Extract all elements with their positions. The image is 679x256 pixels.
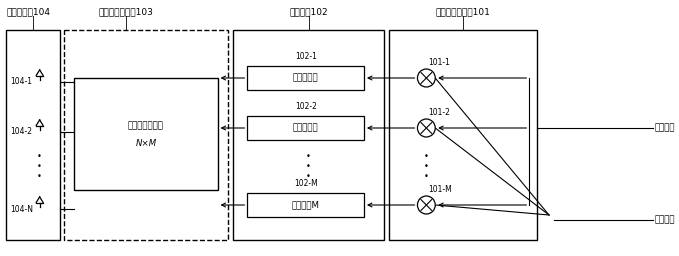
Text: 101-1: 101-1	[428, 58, 450, 67]
Text: 102-M: 102-M	[294, 179, 318, 188]
Text: N×M: N×M	[135, 138, 157, 147]
Text: 同步信号: 同步信号	[655, 123, 676, 133]
Text: 多波束形成网络: 多波束形成网络	[128, 122, 164, 131]
Text: •
•
•: • • •	[424, 152, 428, 182]
Circle shape	[418, 69, 435, 87]
Circle shape	[418, 196, 435, 214]
Bar	[65, 30, 227, 240]
Text: 发送通锱１: 发送通锱１	[293, 73, 318, 82]
Bar	[389, 30, 537, 240]
Text: 104-2: 104-2	[10, 127, 32, 136]
Text: 多波束形成网络103: 多波束形成网络103	[99, 7, 153, 16]
Bar	[247, 193, 364, 217]
Text: 102-2: 102-2	[295, 102, 316, 111]
Text: 102-1: 102-1	[295, 52, 316, 61]
Circle shape	[418, 119, 435, 137]
Text: 发送通锱２: 发送通锱２	[293, 123, 318, 133]
Text: 101-M: 101-M	[428, 185, 452, 194]
Text: •
•
•: • • •	[37, 152, 42, 182]
Text: 发送通锱M: 发送通锱M	[292, 200, 320, 209]
Text: 全向信号生成器101: 全向信号生成器101	[435, 7, 490, 16]
Bar	[74, 78, 218, 190]
Text: •
•
•: • • •	[306, 152, 311, 182]
Text: 104-N: 104-N	[10, 205, 33, 214]
Text: 多天线阵列104: 多天线阵列104	[6, 7, 50, 16]
Bar	[6, 30, 60, 240]
Text: 加权矢量: 加权矢量	[655, 216, 676, 225]
Text: 101-2: 101-2	[428, 108, 450, 117]
Text: 发送模块102: 发送模块102	[289, 7, 328, 16]
Bar	[247, 66, 364, 90]
Text: 104-1: 104-1	[10, 78, 32, 87]
Bar	[234, 30, 384, 240]
Bar	[247, 116, 364, 140]
